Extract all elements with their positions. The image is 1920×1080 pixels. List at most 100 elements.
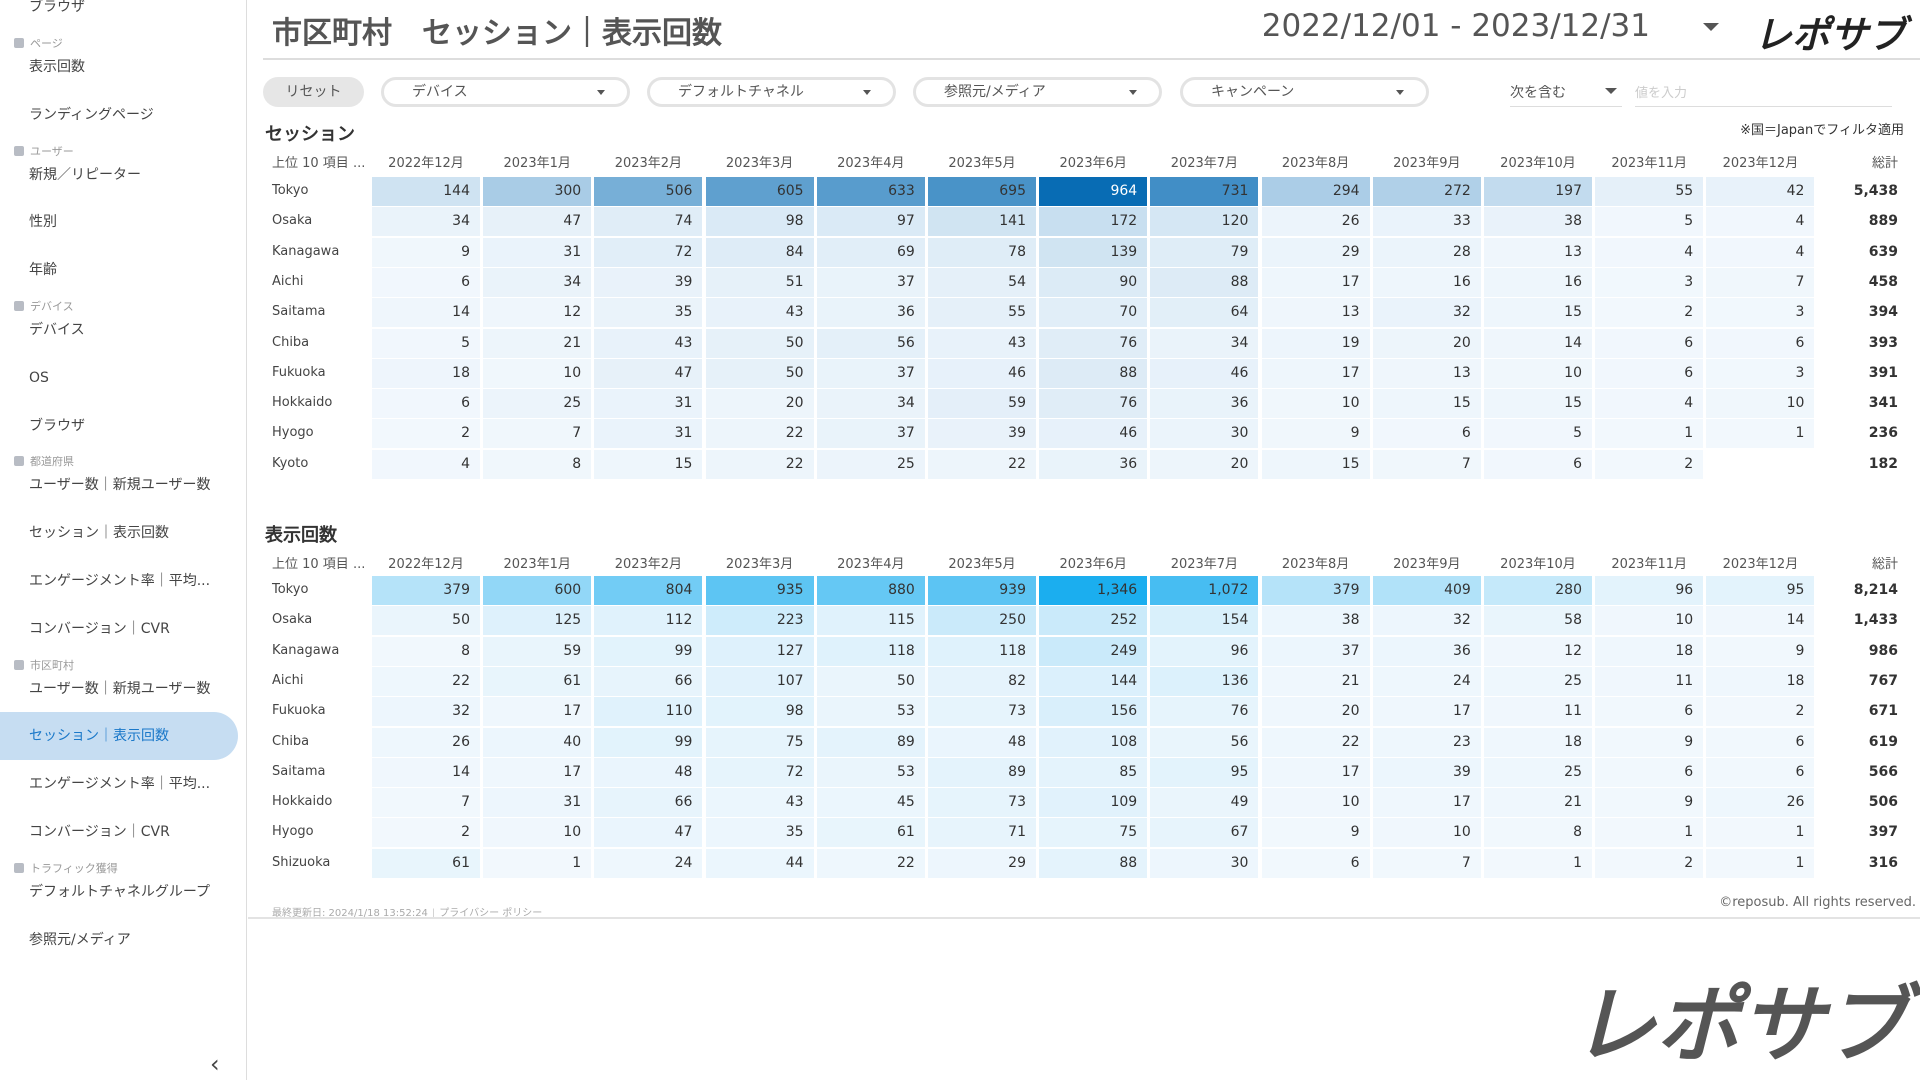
column-header[interactable]: 2023年4月 [837, 557, 905, 572]
sidebar-item[interactable]: セッション｜表示回数 [29, 525, 169, 542]
heat-cell: 88 [1150, 267, 1259, 297]
row-label: Kanagawa [272, 243, 340, 259]
filter-dropdown[interactable]: キャンペーン [1180, 77, 1429, 107]
column-header[interactable]: 2023年1月 [503, 557, 571, 572]
column-header[interactable]: 2023年2月 [614, 156, 683, 171]
column-header[interactable]: 2023年7月 [1170, 156, 1239, 171]
sidebar-item[interactable]: デバイス [29, 322, 85, 338]
column-header[interactable]: 2023年11月 [1611, 557, 1687, 572]
row-label: Saitama [272, 304, 326, 320]
column-header[interactable]: 総計 [1871, 156, 1898, 171]
sidebar-item[interactable]: コンバージョン｜CVR [29, 620, 170, 637]
column-header[interactable]: 2023年3月 [725, 557, 794, 572]
row-total: 397 [1868, 824, 1898, 841]
column-header[interactable]: 2023年4月 [837, 156, 905, 171]
sidebar-item[interactable]: セッション｜表示回数 [0, 712, 238, 761]
column-header[interactable]: 2023年5月 [948, 156, 1016, 171]
heat-cell: 6 [1706, 328, 1815, 358]
column-header[interactable]: 2023年3月 [725, 156, 794, 171]
filter-dropdown[interactable]: デバイス [381, 77, 630, 107]
column-header[interactable]: 2023年2月 [614, 557, 683, 572]
sidebar-item[interactable]: ブラウザ [29, 417, 85, 434]
section-title: ユーザー [30, 144, 74, 158]
filter-dropdown[interactable]: 参照元/メディア [913, 77, 1162, 107]
sidebar-item[interactable]: エンゲージメント率｜平均... [29, 573, 211, 589]
footer-divider [248, 917, 1920, 919]
column-header[interactable]: 2023年10月 [1500, 557, 1576, 572]
heat-cell: 13 [1372, 358, 1481, 388]
heat-cell: 4 [1595, 389, 1704, 419]
sidebar-item[interactable]: ランディングページ [29, 106, 154, 123]
match-select[interactable]: 次を含む [1510, 82, 1622, 107]
reset-button[interactable]: リセット [263, 77, 364, 107]
column-header[interactable]: 2023年11月 [1611, 156, 1687, 171]
heat-cell: 139 [1039, 237, 1148, 267]
date-range[interactable]: 2022/12/01 - 2023/12/31 [1261, 8, 1650, 44]
heat-cell: 5 [1484, 419, 1592, 449]
heat-cell: 2 [1595, 298, 1704, 328]
heat-cell: 2 [372, 818, 480, 848]
heat-cell: 39 [928, 419, 1036, 449]
heat-cell: 66 [594, 666, 703, 696]
sidebar-item[interactable]: OS [29, 369, 49, 386]
heat-cell: 605 [705, 177, 814, 206]
privacy-link[interactable]: プライバシー ポリシー [439, 908, 543, 919]
row-label: Hokkaido [272, 395, 333, 411]
column-header[interactable]: 2023年8月 [1281, 156, 1350, 171]
sidebar-item[interactable]: ブラウザ [29, 0, 85, 15]
column-header[interactable]: 2023年1月 [503, 156, 571, 171]
sidebar-item[interactable]: ユーザー数｜新規ユーザー数 [29, 477, 211, 494]
heat-cell: 99 [594, 636, 703, 666]
column-header[interactable]: 2023年6月 [1059, 156, 1127, 171]
heat-cell: 36 [1150, 389, 1259, 419]
row-label: Fukuoka [272, 703, 326, 719]
sidebar-item[interactable]: エンゲージメント率｜平均... [29, 776, 211, 793]
heat-cell: 61 [816, 818, 925, 848]
heat-cell: 939 [928, 576, 1036, 605]
column-header[interactable]: 上位 10 項目 ... [272, 557, 366, 572]
column-header[interactable]: 2023年8月 [1281, 557, 1350, 572]
heat-cell: 19 [1261, 328, 1370, 358]
column-header[interactable]: 2023年10月 [1500, 156, 1576, 171]
column-header[interactable]: 2023年12月 [1722, 557, 1799, 572]
column-header[interactable]: 2023年9月 [1393, 156, 1461, 171]
heat-cell: 35 [705, 818, 814, 848]
heat-cell: 964 [1039, 177, 1148, 206]
collapse-button[interactable]: ‹ [210, 1050, 220, 1078]
heat-cell: 72 [594, 237, 703, 267]
heat-cell: 7 [372, 788, 480, 818]
column-header[interactable]: 2023年9月 [1393, 557, 1461, 572]
heat-cell: 26 [372, 727, 480, 757]
column-header[interactable]: 2023年6月 [1059, 557, 1127, 572]
sidebar-item[interactable]: 参照元/メディア [29, 931, 131, 948]
sidebar-item[interactable]: デフォルトチャネルグループ [29, 883, 211, 900]
sidebar-item[interactable]: 性別 [29, 214, 57, 231]
heat-cell: 24 [1372, 666, 1481, 696]
heat-cell: 29 [928, 848, 1036, 878]
filter-dropdown[interactable]: デフォルトチャネル [647, 77, 896, 107]
heat-cell: 99 [594, 727, 703, 757]
heat-cell: 11 [1484, 697, 1592, 727]
column-header[interactable]: 2023年7月 [1170, 557, 1239, 572]
column-header[interactable]: 2022年12月 [388, 557, 464, 572]
filter-input[interactable]: 値を入力 [1635, 82, 1892, 107]
heat-cell: 144 [372, 177, 480, 206]
column-header[interactable]: 上位 10 項目 ... [272, 156, 366, 171]
column-header[interactable]: 2023年5月 [948, 557, 1016, 572]
heat-cell: 280 [1484, 576, 1592, 605]
heat-cell: 10 [483, 818, 592, 848]
sidebar-item[interactable]: 表示回数 [29, 59, 85, 75]
heat-cell: 17 [1372, 788, 1481, 818]
sidebar-item[interactable]: ユーザー数｜新規ユーザー数 [29, 680, 211, 697]
heat-cell: 13 [1484, 237, 1592, 267]
column-header[interactable]: 2023年12月 [1722, 156, 1799, 171]
heat-cell: 1 [1706, 848, 1815, 878]
column-header[interactable]: 総計 [1871, 557, 1898, 572]
sidebar-item[interactable]: 年齢 [29, 262, 57, 279]
sidebar-item[interactable]: コンバージョン｜CVR [29, 824, 170, 840]
heat-cell: 18 [1484, 727, 1592, 757]
sidebar-item[interactable]: 新規／リピーター [29, 166, 141, 183]
column-header[interactable]: 2022年12月 [388, 156, 464, 171]
heat-cell: 50 [705, 358, 814, 388]
